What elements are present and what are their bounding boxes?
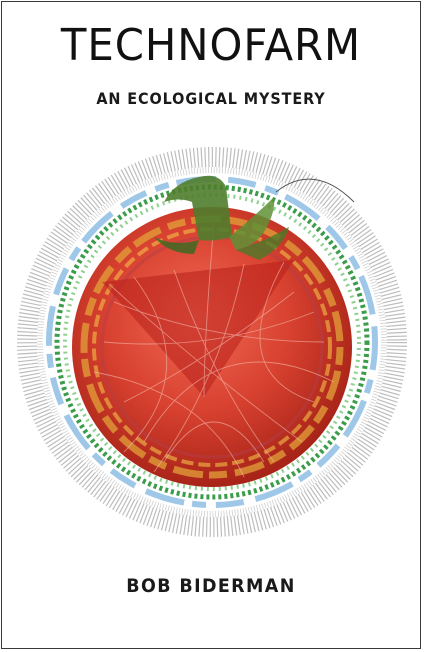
book-author: BOB BIDERMAN [126,575,296,597]
book-subtitle: AN ECOLOGICAL MYSTERY [96,89,326,108]
book-title: TECHNOFARM [60,20,362,71]
tomato-stem [154,175,289,260]
chord-links [93,221,335,478]
tick-ring [37,167,387,517]
light-green-track-ring [63,193,361,491]
annotation-curve [275,178,355,203]
green-track-ring [54,184,370,500]
outer-label-ring [17,147,407,537]
cover-illustration [17,147,407,537]
